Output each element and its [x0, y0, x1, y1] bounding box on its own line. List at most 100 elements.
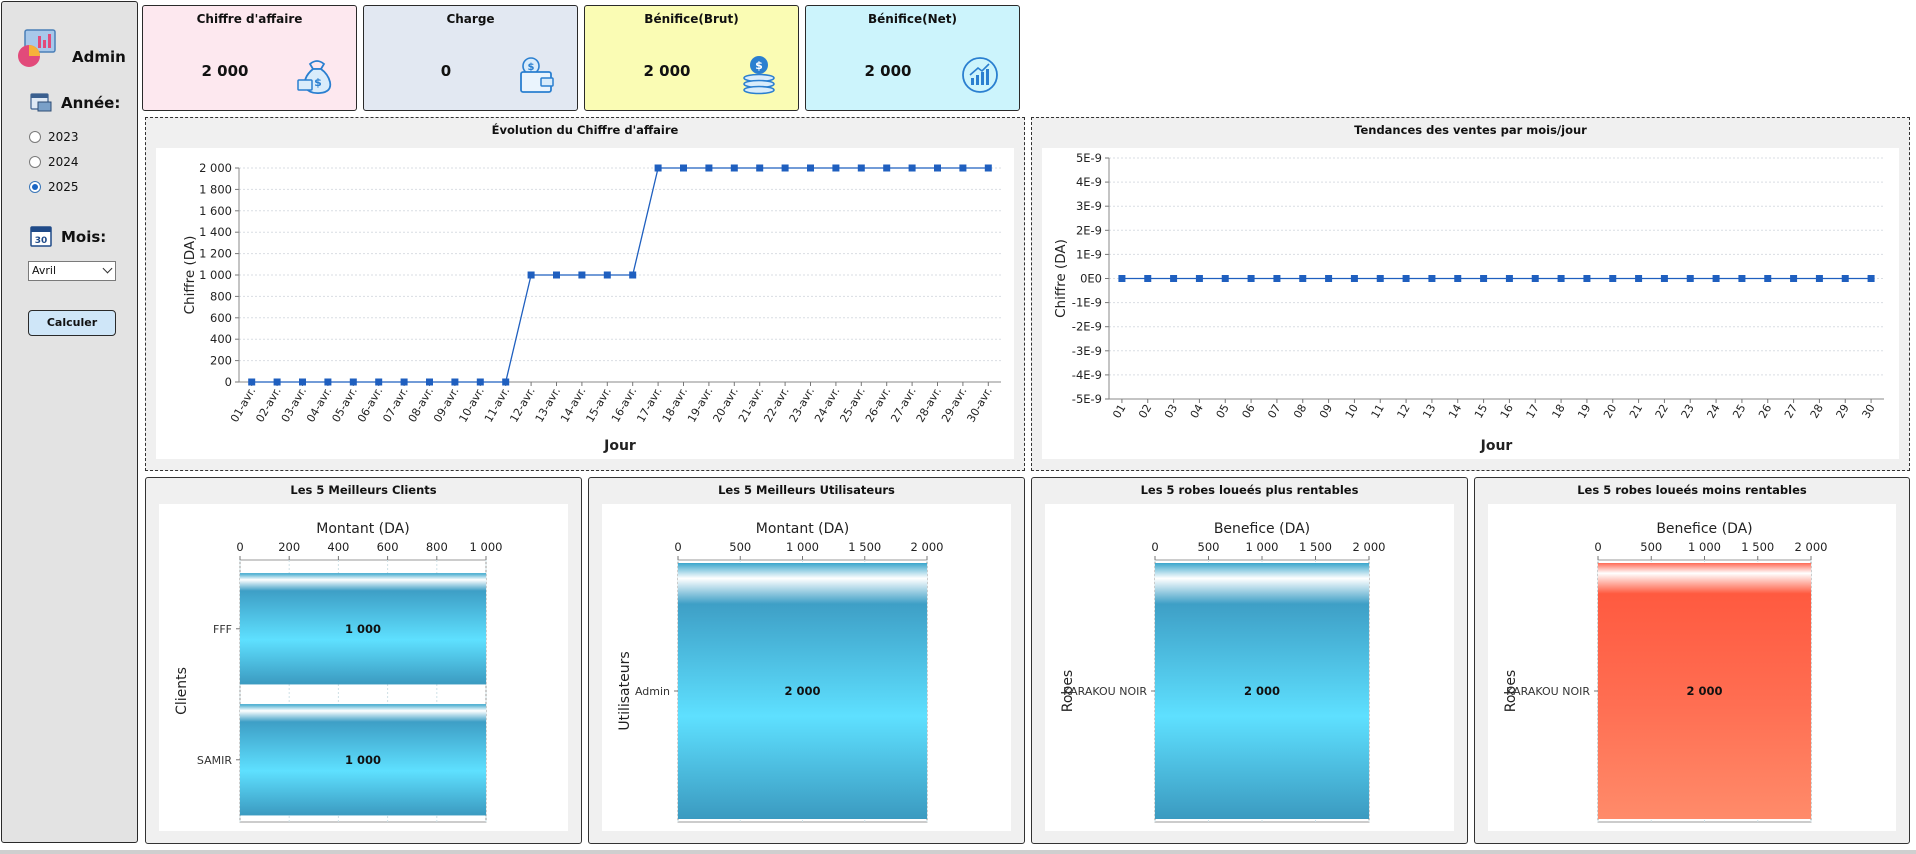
data-point	[400, 378, 408, 386]
top-clients-panel: Les 5 Meilleurs Clients 0 200 400 600 800 1 0…	[145, 477, 582, 844]
y-axis-label: Robes	[1060, 670, 1076, 712]
y-axis-label: Chiffre (DA)	[182, 236, 198, 315]
data-label: 1 000	[345, 753, 381, 767]
x-tick-label: 05	[1214, 402, 1232, 421]
data-point	[1299, 275, 1307, 282]
data-point	[883, 164, 891, 172]
year-radio-2023[interactable]: 2023	[29, 130, 79, 144]
data-point	[1867, 275, 1875, 282]
x-tick-label: 23	[1679, 402, 1697, 421]
card-gross-profit: Bénifice(Brut) 2 000 $	[584, 5, 799, 111]
y-tick-label: 1E-9	[1076, 247, 1102, 261]
year-radio-2025[interactable]: 2025	[29, 180, 79, 194]
calendar-money-icon	[30, 93, 52, 112]
y-tick-label: 1 600	[199, 204, 232, 218]
x-tick-label: 03	[1162, 402, 1180, 421]
sales-trend-line-chart: -5E-9 -4E-9 -3E-9 -2E-9 -1E-9 0E0 1E-9 2E-9 3E-9…	[1053, 151, 1884, 454]
x-tick-label: 17	[1524, 402, 1542, 421]
top-users-bar-chart: 0 500 1 000 1 500 2 000 Montant (DA) Utilisate…	[617, 521, 943, 823]
wallet-icon: $	[520, 57, 554, 93]
x-axis-label: Montant (DA)	[756, 521, 849, 537]
year-radio-label: 2024	[48, 155, 79, 169]
x-axis-label: Jour	[603, 438, 636, 454]
data-point	[857, 164, 865, 172]
card-title: Bénifice(Net)	[868, 12, 957, 26]
calculate-button[interactable]: Calculer	[28, 310, 116, 336]
y-tick-label: -3E-9	[1072, 344, 1102, 358]
y-tick-label: 800	[210, 289, 232, 303]
y-tick-label: 2E-9	[1076, 223, 1102, 237]
y-tick-label: 1 400	[199, 225, 232, 239]
data-point	[1505, 275, 1513, 282]
data-point	[1221, 275, 1229, 282]
bar	[240, 704, 486, 816]
month-select[interactable]: Avril	[28, 261, 116, 281]
data-point	[1170, 275, 1178, 282]
x-tick-label: 15	[1472, 402, 1490, 421]
x-tick-label: 12	[1394, 402, 1412, 421]
data-point	[1247, 275, 1255, 282]
chart-title: Évolution du Chiffre d'affaire	[491, 123, 679, 137]
data-label: 2 000	[1244, 684, 1280, 698]
year-radio-label: 2025	[48, 180, 79, 194]
x-tick-label: 0	[236, 540, 243, 554]
data-point	[603, 271, 611, 279]
data-point	[248, 378, 256, 386]
revenue-evolution-panel: Évolution du Chiffre d'affaire 0 200 400 60…	[145, 117, 1025, 471]
data-point	[1144, 275, 1152, 282]
x-tick-label: 500	[729, 540, 751, 554]
data-point	[705, 164, 713, 172]
x-tick-label: 02	[1136, 402, 1154, 421]
x-tick-label: 09	[1317, 402, 1335, 421]
data-point	[1531, 275, 1539, 282]
data-point	[730, 164, 738, 172]
data-point	[1738, 275, 1746, 282]
bar	[1598, 563, 1811, 819]
y-axis-label: Robes	[1503, 670, 1519, 712]
y-tick-label: 3E-9	[1076, 199, 1102, 213]
most-profitable-dresses-panel: Les 5 robes loueés plus rentables 0 500 1 …	[1031, 477, 1468, 844]
y-axis-label: Clients	[174, 667, 190, 715]
x-tick-label: 500	[1198, 540, 1220, 554]
x-tick-label: 0	[674, 540, 681, 554]
svg-text:$: $	[528, 62, 535, 73]
x-tick-label: 1 000	[1688, 540, 1721, 554]
x-tick-label: 10	[1343, 402, 1361, 421]
data-point	[1195, 275, 1203, 282]
y-tick-label: -5E-9	[1072, 392, 1102, 406]
month-label: Mois:	[61, 228, 107, 246]
data-label: 2 000	[784, 684, 820, 698]
x-tick-label: 0	[1151, 540, 1158, 554]
x-tick-label: 16	[1498, 402, 1516, 421]
year-radio-2024[interactable]: 2024	[29, 155, 79, 169]
data-point	[1402, 275, 1410, 282]
y-tick-label: 1 800	[199, 182, 232, 196]
x-tick-label: 30	[1859, 402, 1877, 421]
card-title: Chiffre d'affaire	[196, 12, 303, 26]
chevron-down-icon	[102, 263, 113, 274]
card-charge: Charge 0 $	[363, 5, 578, 111]
svg-text:$: $	[755, 59, 763, 72]
svg-text:$: $	[314, 76, 322, 89]
series-line	[251, 167, 989, 383]
chart-title: Les 5 Meilleurs Utilisateurs	[718, 483, 895, 497]
admin-dashboard-icon	[18, 29, 56, 67]
card-value: 0	[440, 62, 452, 80]
data-point	[1557, 275, 1565, 282]
card-net-profit: Bénifice(Net) 2 000	[805, 5, 1020, 111]
data-point	[1635, 275, 1643, 282]
x-tick-label: 200	[278, 540, 300, 554]
x-tick-label: 1 500	[1299, 540, 1332, 554]
admin-label: Admin	[72, 48, 126, 66]
y-tick-label: FFF	[213, 623, 232, 636]
y-tick-label: KARAKOU NOIR	[1063, 685, 1147, 698]
data-point	[959, 164, 967, 172]
revenue-line-chart: 0 200 400 600 800 1 000 1 200 1 400 1 600 1 800 2 …	[182, 161, 1001, 454]
data-point	[476, 378, 484, 386]
data-point	[299, 378, 306, 386]
y-tick-label: -4E-9	[1072, 368, 1102, 382]
card-title: Charge	[446, 12, 495, 26]
top-clients-bar-chart: 0 200 400 600 800 1 000 Montant (DA) Clients FFF…	[174, 521, 502, 823]
y-tick-label: Admin	[635, 685, 670, 698]
data-label: 1 000	[345, 622, 381, 636]
